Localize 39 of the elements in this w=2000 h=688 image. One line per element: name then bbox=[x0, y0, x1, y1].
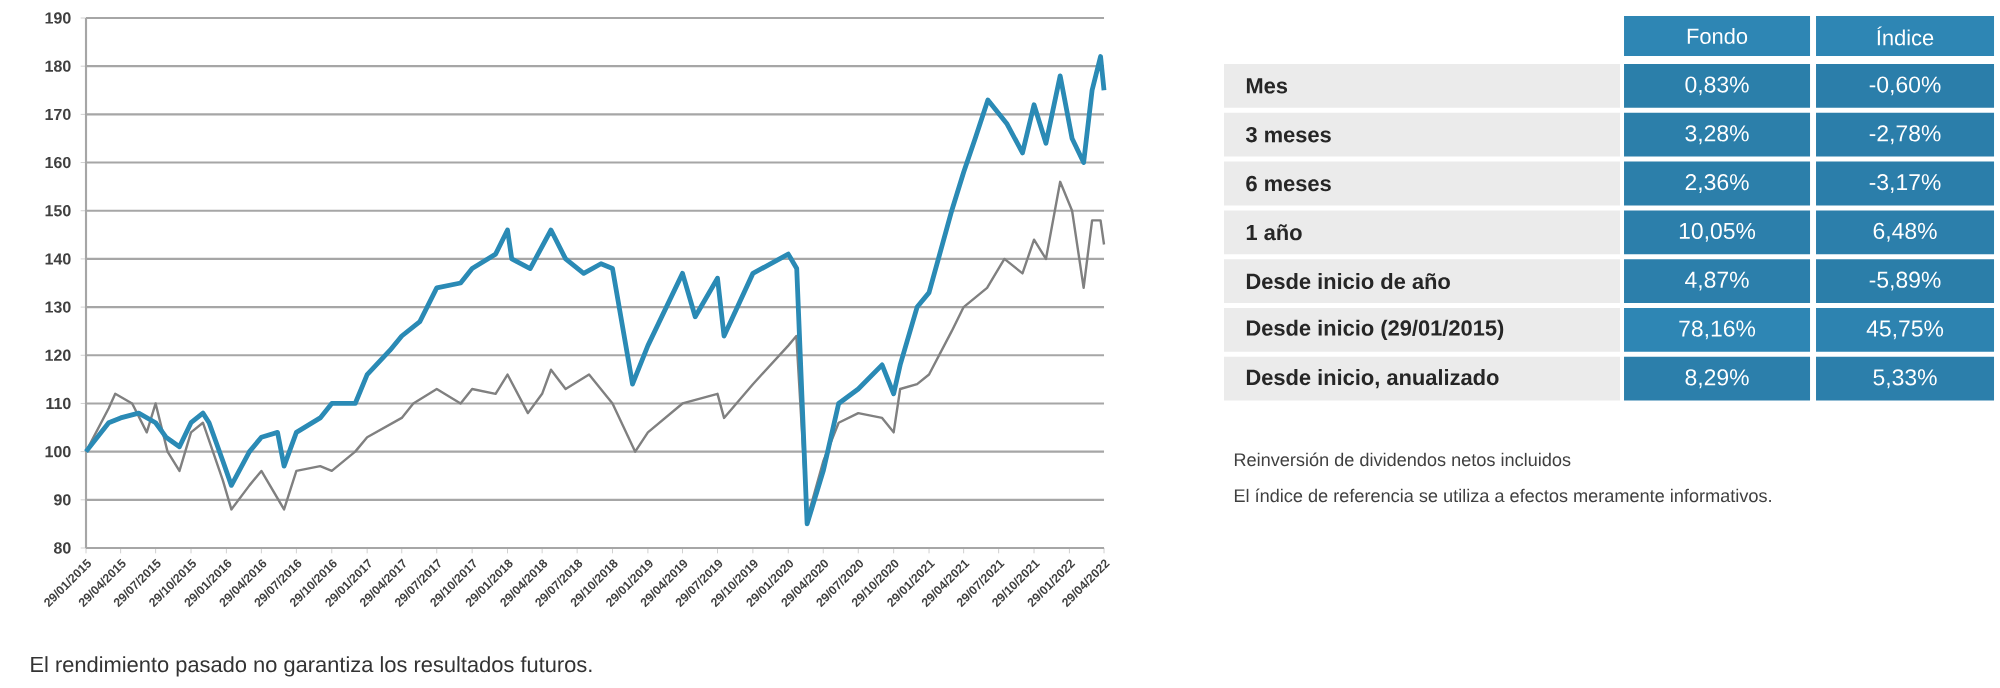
y-tick-label: 190 bbox=[45, 12, 71, 24]
y-tick-label: 6 meses bbox=[1246, 175, 1331, 192]
y-tick-label: Desde inicio de año bbox=[1246, 273, 1450, 290]
data-label: 4,87% bbox=[1685, 271, 1749, 291]
data-label: 2,36% bbox=[1685, 174, 1749, 193]
x-tick-label: Fondo bbox=[1687, 27, 1748, 45]
y-tick-label: 170 bbox=[45, 108, 71, 121]
y-tick-label: 100 bbox=[45, 445, 71, 458]
y-tick-label: Mes bbox=[1246, 78, 1288, 94]
text: El índice de referencia se utiliza a efectos meramente informativos. bbox=[1234, 488, 1771, 503]
data-label: -2,78% bbox=[1869, 125, 1941, 145]
data-label: 6,48% bbox=[1873, 222, 1937, 242]
data-label: -5,89% bbox=[1869, 271, 1941, 291]
line-series bbox=[83, 54, 1107, 527]
y-tick-label: 130 bbox=[45, 301, 71, 313]
y-tick-label: 180 bbox=[45, 60, 71, 72]
y-tick-label: Desde inicio, anualizado bbox=[1246, 369, 1499, 389]
y-tick-label: 120 bbox=[45, 349, 71, 361]
data-label: 8,29% bbox=[1685, 369, 1749, 389]
y-tick-label: 80 bbox=[53, 542, 71, 554]
y-tick-label: 110 bbox=[46, 397, 71, 410]
data-label: -3,17% bbox=[1869, 174, 1941, 193]
y-tick-label: 1 año bbox=[1246, 224, 1302, 241]
y-tick-label: 3 meses bbox=[1245, 126, 1331, 143]
data-label: 45,75% bbox=[1866, 320, 1944, 340]
data-label: 10,05% bbox=[1679, 222, 1756, 242]
y-tick-label: Desde inicio (29/01/2015) bbox=[1246, 319, 1504, 341]
y-tick-label: 150 bbox=[45, 205, 71, 217]
data-label: -0,60% bbox=[1869, 76, 1941, 96]
y-tick-label: 90 bbox=[54, 494, 71, 506]
data-label: 78,16% bbox=[1679, 320, 1756, 340]
data-label: 5,33% bbox=[1873, 369, 1937, 389]
data-label: 0,83% bbox=[1685, 76, 1749, 96]
x-tick-label: Índice bbox=[1877, 26, 1934, 46]
y-tick-label: 160 bbox=[45, 156, 71, 169]
data-label: 3,28% bbox=[1685, 125, 1749, 145]
text: Reinversión de dividendos netos incluidos bbox=[1234, 452, 1571, 467]
y-tick-label: 140 bbox=[45, 253, 71, 265]
text: El rendimiento pasado no garantiza los resultados futuros. bbox=[31, 656, 592, 677]
